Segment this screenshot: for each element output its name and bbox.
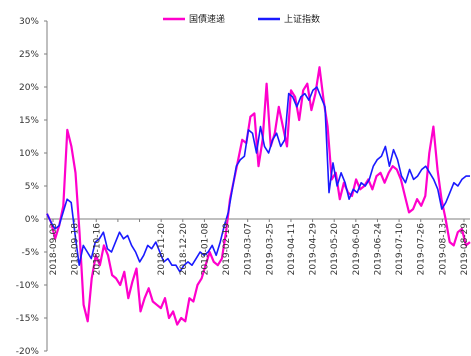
x-tick-label: 2019-03-07	[244, 223, 254, 275]
legend: 国債速递 上证指数	[163, 13, 320, 25]
y-axis: 30% 25% 20% 15% 10% 5% 0% -5% -10% -15% -20%	[16, 17, 48, 356]
series-line-1	[46, 66, 471, 326]
x-tick-labels: 2018-09-03 2018-09-18 2018-10-16 2018-11-20…	[49, 219, 470, 275]
x-tick-label: 2019-04-11	[287, 223, 297, 275]
x-tick-label: 2019-01-08	[200, 223, 210, 276]
x-tick-label: 2018-12-20	[179, 223, 189, 276]
x-tick-label: 2019-08-13	[438, 223, 448, 275]
x-tick-label: 2019-04-29	[309, 223, 319, 276]
x-tick-label: 2019-07-26	[417, 223, 427, 276]
series-line-2	[46, 86, 470, 273]
y-tick-label: 10%	[19, 149, 39, 159]
x-tick-label: 2019-08-29	[460, 223, 470, 276]
y-tick-label: -10%	[16, 281, 40, 291]
x-tick-label: 2019-06-05	[352, 223, 362, 275]
x-tick-label: 2019-05-20	[330, 223, 340, 276]
x-tick-label: 2019-02-19	[222, 223, 232, 276]
x-tick-label: 2019-06-24	[373, 223, 383, 276]
y-tick-label: 20%	[19, 83, 39, 93]
y-tick-label: 5%	[25, 182, 40, 192]
y-tick-label: -20%	[16, 347, 40, 356]
y-tick-label: 15%	[19, 116, 39, 126]
y-tick-label: -15%	[16, 314, 40, 324]
x-tick-label: 2018-09-18	[71, 223, 81, 276]
legend-label-1: 国債速递	[189, 13, 225, 25]
x-tick-label: 2018-10-16	[92, 223, 102, 276]
series-layer	[46, 66, 471, 326]
y-tick-label: 30%	[19, 17, 39, 27]
x-tick-label: 2019-07-10	[395, 223, 405, 276]
y-tick-label: -5%	[21, 248, 39, 258]
x-tick-label: 2019-03-25	[265, 223, 275, 275]
legend-label-2: 上证指数	[284, 13, 320, 25]
x-tick-label: 2018-09-03	[49, 223, 59, 275]
y-tick-label: 25%	[19, 50, 39, 60]
y-tick-label: 0%	[25, 215, 40, 225]
x-tick-label: 2018-11-20	[157, 223, 167, 276]
